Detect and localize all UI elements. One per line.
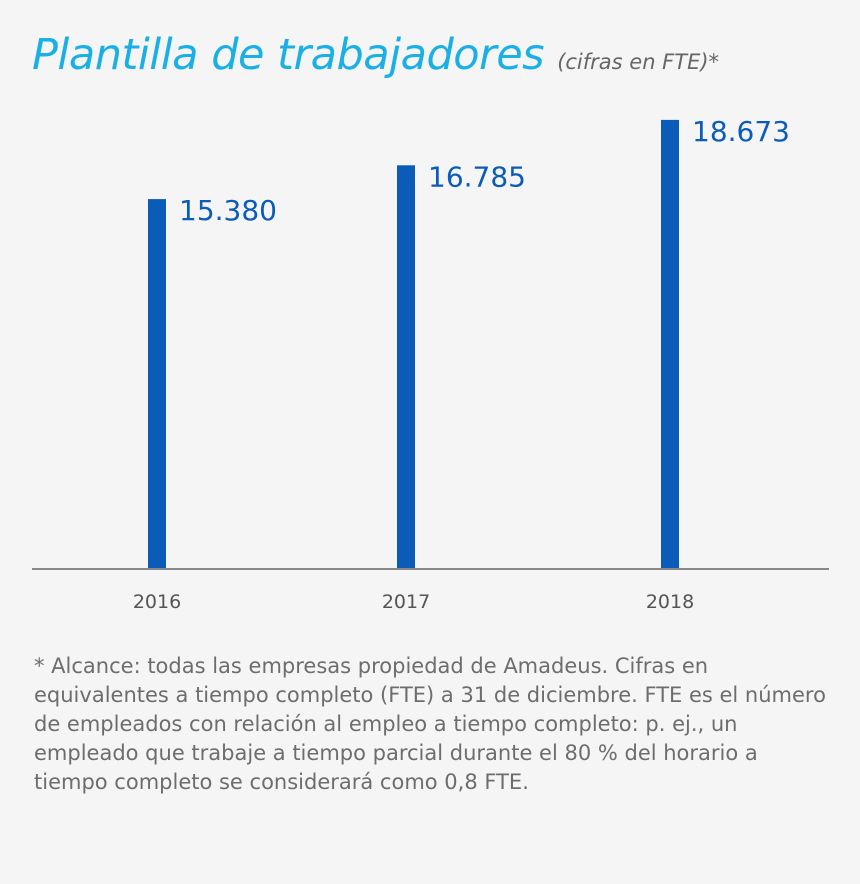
chart-title: Plantilla de trabajadores — [32, 30, 545, 80]
footnote: * Alcance: todas las empresas propiedad … — [34, 654, 826, 794]
bar-2018 — [661, 119, 679, 569]
x-tick-label-2016: 2016 — [133, 591, 181, 613]
data-label-2016: 15.380 — [179, 194, 277, 227]
bar-chart: 15.380 2016 16.785 2017 18.673 2018 — [32, 115, 829, 613]
chart-title-row: Plantilla de trabajadores (cifras en FTE… — [32, 30, 719, 80]
chart-subtitle: (cifras en FTE)* — [557, 50, 720, 74]
bar-2017 — [397, 165, 415, 569]
data-label-2018: 18.673 — [692, 115, 790, 148]
bar-2016 — [148, 199, 166, 569]
x-tick-label-2018: 2018 — [646, 591, 694, 613]
data-label-2017: 16.785 — [428, 160, 526, 193]
x-tick-label-2017: 2017 — [382, 591, 430, 613]
